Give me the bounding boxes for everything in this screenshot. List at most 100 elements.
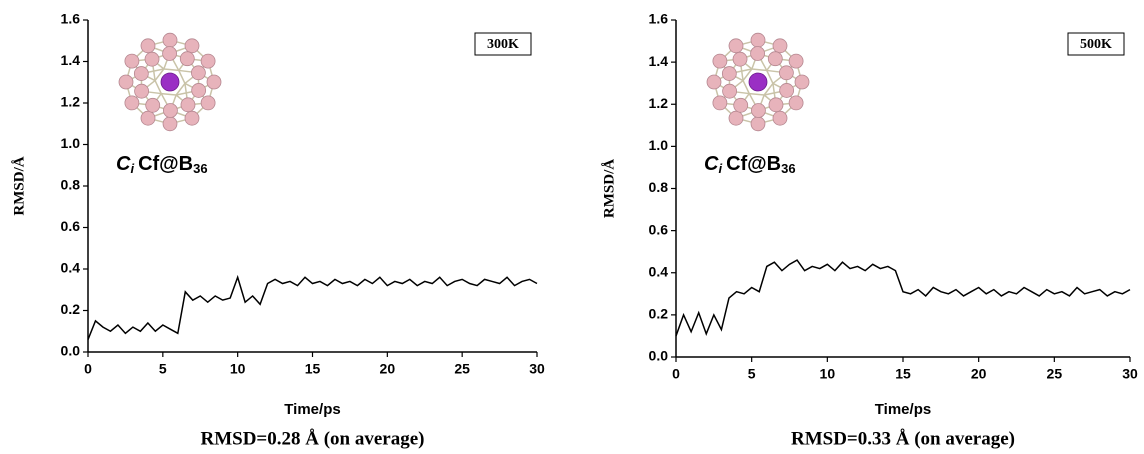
boron-atom <box>163 117 177 131</box>
x-tick-label: 25 <box>1047 366 1063 382</box>
label-sub2: 36 <box>193 161 207 176</box>
californium-atom <box>749 73 767 91</box>
x-tick-label: 20 <box>380 361 396 377</box>
boron-atom <box>729 111 743 125</box>
boron-atom <box>146 98 160 112</box>
y-tick-label: 0.6 <box>649 221 669 237</box>
boron-atom <box>185 39 199 53</box>
x-tick-label: 15 <box>305 361 321 377</box>
y-tick-label: 1.0 <box>61 135 81 151</box>
temperature-label: 500K <box>1080 37 1112 52</box>
boron-atom <box>185 111 199 125</box>
y-tick-label: 1.2 <box>649 95 669 111</box>
boron-atom <box>722 67 736 81</box>
y-tick-label: 0.8 <box>649 179 669 195</box>
y-tick-label: 0.2 <box>61 301 81 317</box>
y-tick-label: 1.0 <box>649 137 669 153</box>
boron-atom <box>733 52 747 66</box>
x-tick-label: 10 <box>230 361 246 377</box>
boron-atom <box>180 52 194 66</box>
y-tick-label: 1.2 <box>61 94 81 110</box>
boron-atom <box>713 54 727 68</box>
figure: 0.0 0.2 0.4 0.6 0.8 1.0 1.2 1.4 1.6 0 5 10 15 20 25 30 T… <box>0 0 1144 454</box>
boron-atom <box>773 111 787 125</box>
x-tick-label: 20 <box>971 366 987 382</box>
boron-atom <box>207 75 221 89</box>
boron-atom <box>134 67 148 81</box>
bond <box>743 81 749 94</box>
bond <box>161 94 176 95</box>
rmsd-line <box>676 260 1130 336</box>
boron-atom <box>135 84 149 98</box>
y-tick-label: 0.0 <box>61 343 81 359</box>
y-tick-label: 0.4 <box>61 260 81 276</box>
boron-atom <box>751 103 765 117</box>
boron-atom <box>751 33 765 47</box>
rmsd-chart: 0.0 0.2 0.4 0.6 0.8 1.0 1.2 1.4 1.6 0 5 10 15 20 25 30 T… <box>11 11 545 450</box>
y-tick-label: 0.4 <box>649 263 669 279</box>
boron-atom <box>734 98 748 112</box>
y-tick-label: 1.4 <box>61 52 81 68</box>
bond <box>767 70 773 83</box>
boron-atom <box>779 66 793 80</box>
y-tick-label: 0.2 <box>649 306 669 322</box>
boron-atom <box>163 33 177 47</box>
boron-atom <box>163 47 177 61</box>
caption: RMSD=0.33 Å (on average) <box>791 428 1015 449</box>
boron-atom <box>125 96 139 110</box>
x-tick-label: 30 <box>529 361 545 377</box>
boron-atom <box>789 96 803 110</box>
rmsd-line <box>88 277 537 339</box>
boron-atom <box>201 96 215 110</box>
label-italic: C <box>704 153 719 175</box>
boron-atom <box>768 52 782 66</box>
boron-atom <box>119 75 133 89</box>
label-sub2: 36 <box>781 161 795 176</box>
temperature-label: 300K <box>487 37 519 52</box>
x-axis-label: Time/ps <box>284 401 340 418</box>
x-tick-label: 15 <box>895 366 911 382</box>
bond <box>155 81 161 94</box>
y-tick-label: 1.4 <box>649 53 669 69</box>
boron-atom <box>191 66 205 80</box>
x-tick-label: 25 <box>454 361 470 377</box>
boron-atom <box>181 98 195 112</box>
label-main: Cf@B <box>726 153 781 175</box>
boron-atom <box>141 111 155 125</box>
bond <box>752 69 767 70</box>
boron-atom <box>707 75 721 89</box>
y-tick-label: 0.6 <box>61 218 81 234</box>
y-tick-label: 1.6 <box>61 11 81 27</box>
boron-atom <box>163 103 177 117</box>
boron-atom <box>201 54 215 68</box>
bond <box>179 70 185 83</box>
y-tick-label: 0.8 <box>61 177 81 193</box>
x-tick-label: 5 <box>159 361 167 377</box>
boron-atom <box>769 98 783 112</box>
label-italic: C <box>116 153 131 175</box>
boron-atom <box>141 39 155 53</box>
x-tick-label: 10 <box>820 366 836 382</box>
boron-atom <box>751 117 765 131</box>
bond <box>749 94 764 95</box>
boron-atom <box>713 96 727 110</box>
californium-atom <box>161 73 179 91</box>
boron-atom <box>723 84 737 98</box>
label-sub: i <box>130 161 134 176</box>
label-main: Cf@B <box>138 153 193 175</box>
boron-atom <box>125 54 139 68</box>
x-tick-label: 5 <box>748 366 756 382</box>
boron-atom <box>773 39 787 53</box>
boron-atom <box>145 52 159 66</box>
x-tick-label: 30 <box>1122 366 1138 382</box>
boron-atom <box>192 83 206 97</box>
boron-atom <box>789 54 803 68</box>
boron-atom <box>795 75 809 89</box>
y-tick-label: 1.6 <box>649 11 669 27</box>
x-tick-label: 0 <box>672 366 680 382</box>
x-tick-label: 0 <box>84 361 92 377</box>
y-axis-label: RMSD/Å <box>601 159 617 218</box>
molecule-label: Ci Cf@B36 <box>116 153 208 176</box>
